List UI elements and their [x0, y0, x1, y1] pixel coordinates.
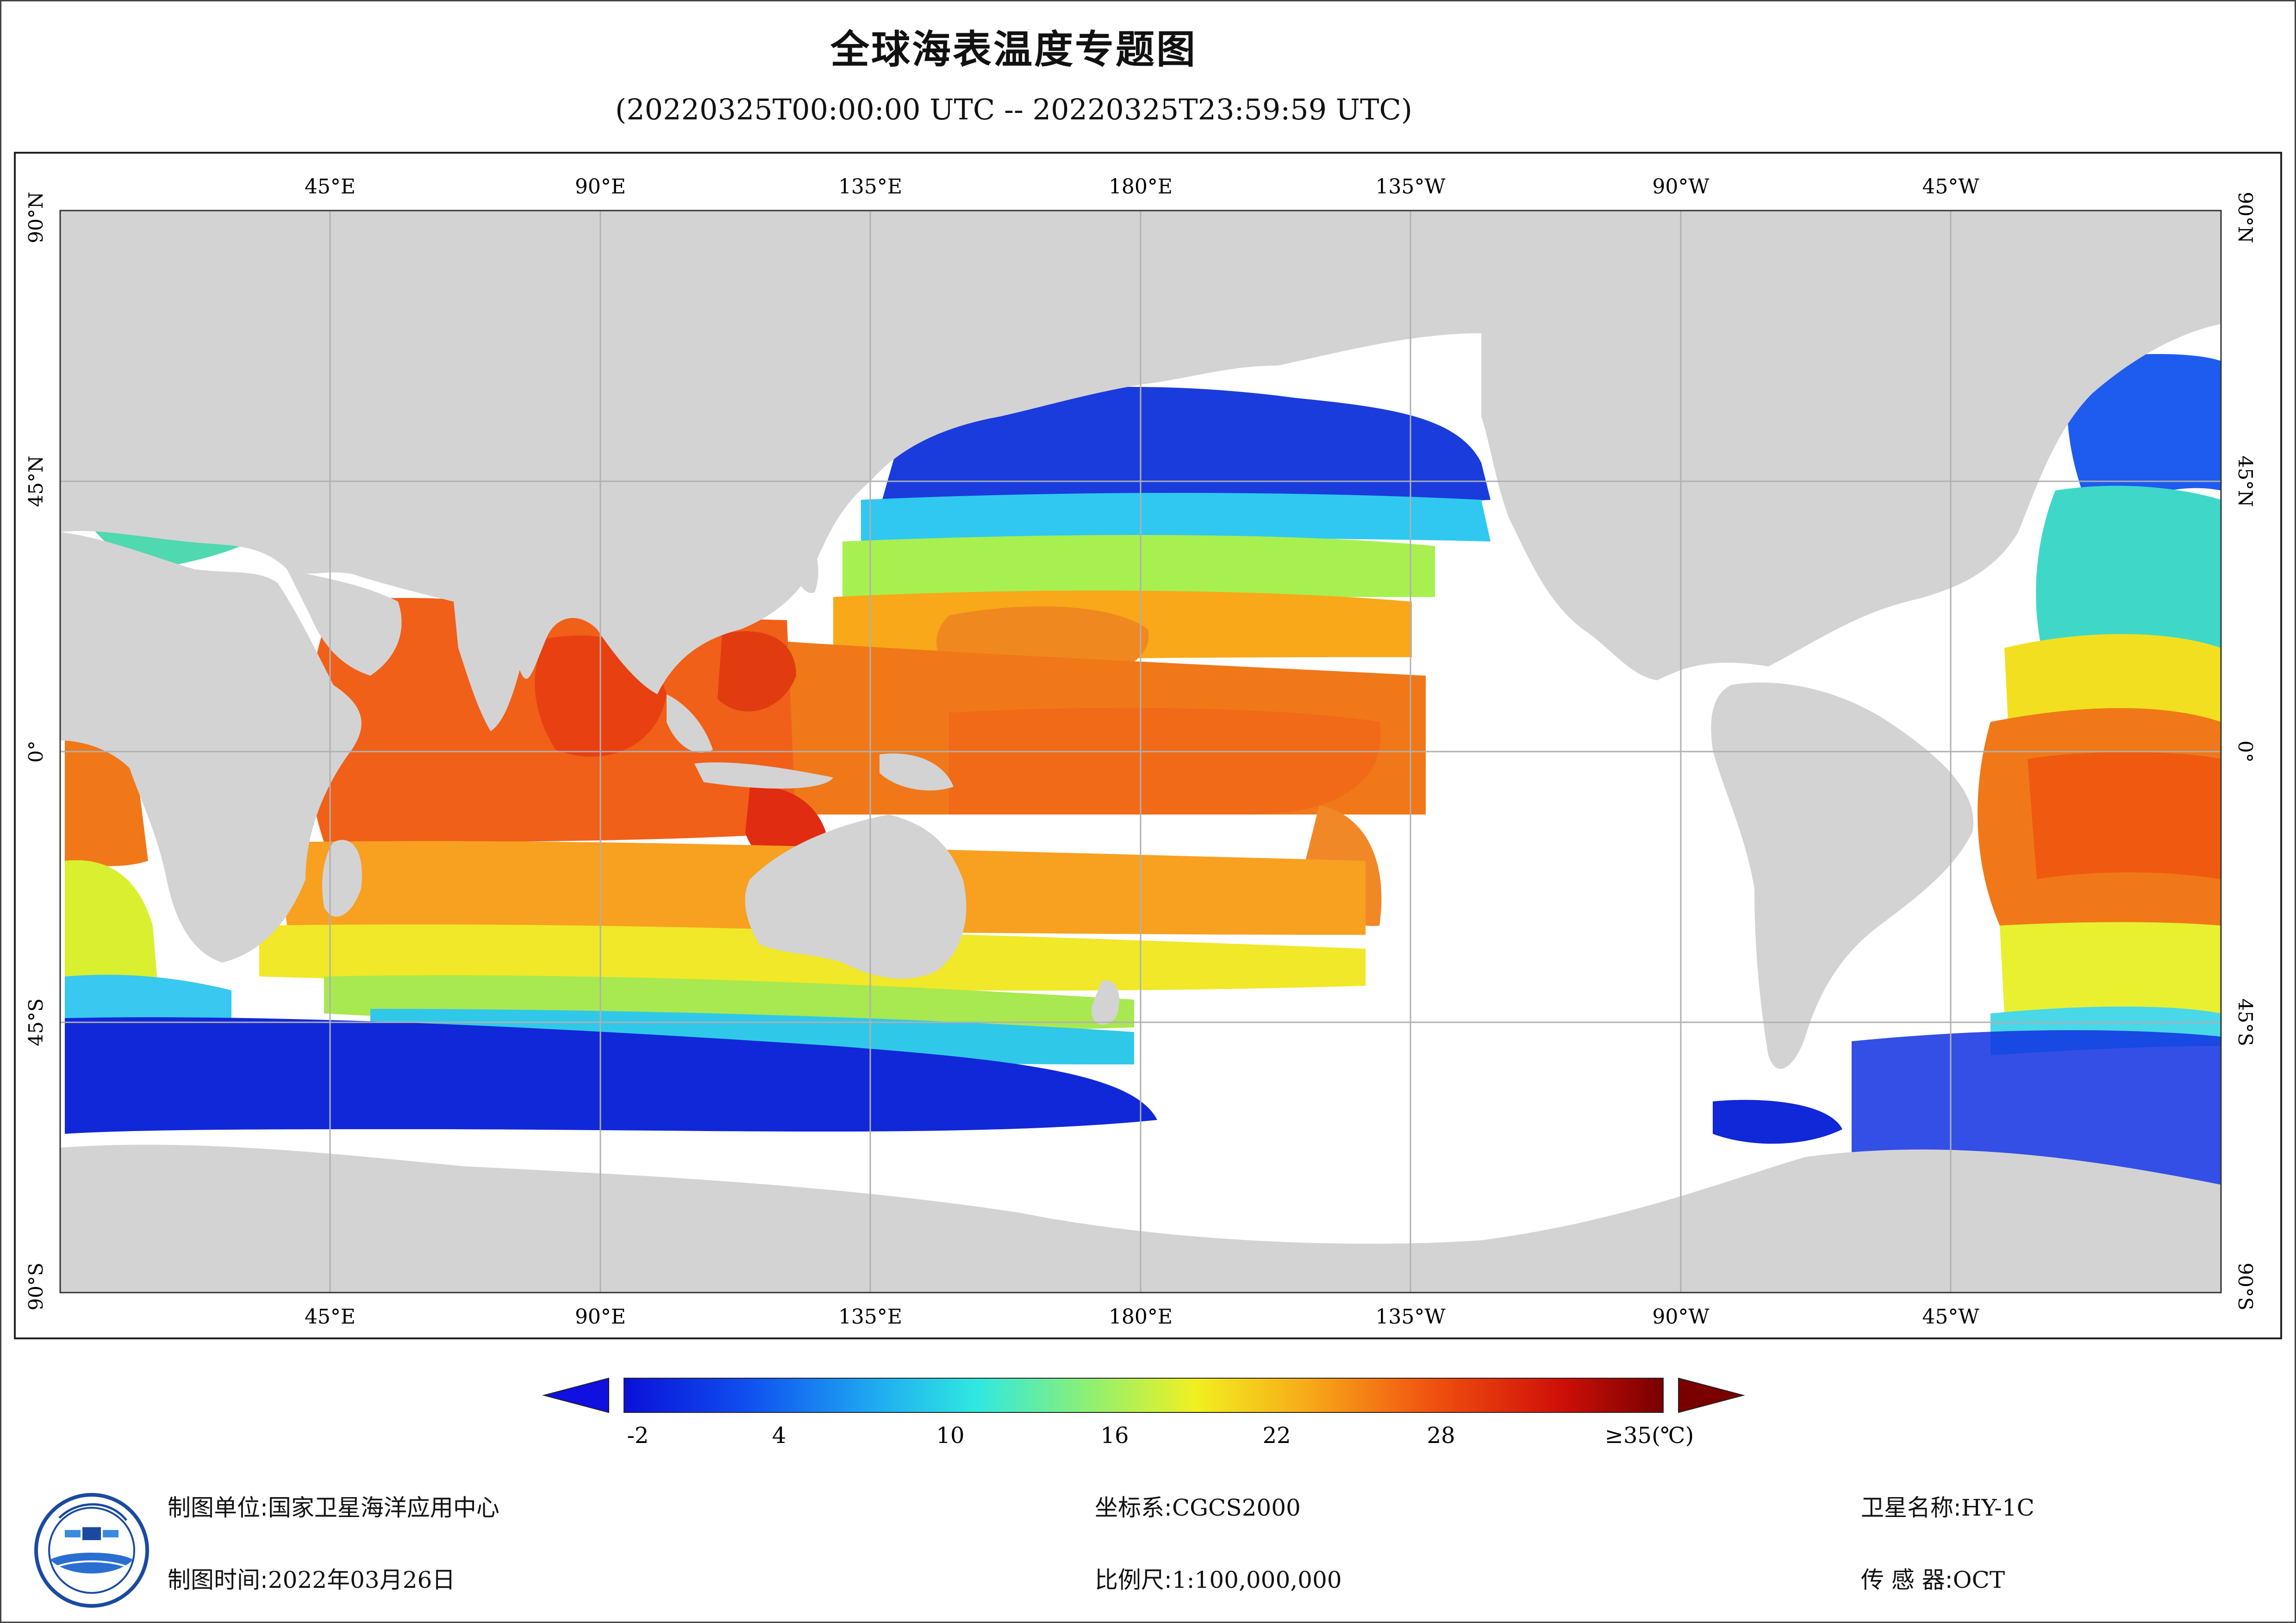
map-title: 全球海表温度专题图 [830, 27, 1197, 72]
lat-label: 45°N [25, 455, 47, 507]
land-new-guinea [880, 753, 954, 791]
lon-label: 45°W [1922, 175, 1979, 199]
lon-label: 180°E [1109, 1305, 1173, 1329]
top-lon-labels: 45°E 90°E 135°E 180°E 135°W 90°W 45°W [305, 175, 1979, 199]
land-greenland [1620, 245, 2129, 324]
sst-patch [2028, 752, 2221, 879]
sensor-name-label: 传 感 器: [1861, 1567, 1953, 1593]
bottom-lon-labels: 45°E 90°E 135°E 180°E 135°W 90°W 45°W [305, 1305, 1979, 1329]
mapping-date: 制图时间:2022年03月26日 [168, 1561, 455, 1595]
coordinate-system-label: 坐标系: [1095, 1494, 1172, 1521]
sst-patch [949, 708, 1381, 815]
map-scale: 比例尺:1:100,000,000 [1095, 1561, 1342, 1595]
sensor-name: 传 感 器:OCT [1861, 1561, 2005, 1595]
lon-label: 90°W [1652, 175, 1710, 199]
lat-label: 0° [25, 740, 47, 763]
sensor-name-value: OCT [1953, 1567, 2005, 1593]
land-japan [795, 532, 818, 593]
sst-patch [2067, 354, 2221, 518]
coordinate-system: 坐标系:CGCS2000 [1095, 1489, 1301, 1523]
sst-patch [65, 975, 231, 1018]
lon-label: 90°E [575, 175, 626, 199]
sst-patch [65, 860, 157, 983]
sst-patch [2036, 485, 2221, 666]
nsoas-logo [34, 1493, 149, 1608]
right-lat-labels: 90°N 45°N 0° 45°S 90°S [2234, 192, 2257, 1310]
sst-patch [842, 535, 1435, 602]
sst-patch [65, 1017, 1157, 1134]
mapping-date-label: 制图时间: [168, 1567, 268, 1593]
lon-label: 135°W [1375, 1305, 1446, 1329]
lon-label: 135°E [838, 175, 902, 199]
land-north-america [1481, 211, 2221, 680]
graticule [60, 211, 2221, 1293]
lat-label: 0° [2234, 740, 2257, 763]
land-australia [745, 815, 967, 979]
map-scale-value: 1:100,000,000 [1172, 1567, 1342, 1593]
map-frame [14, 152, 2282, 1339]
land-indonesia [694, 762, 833, 789]
lon-label: 45°W [1922, 1305, 1979, 1329]
mapping-unit: 制图单位:国家卫星海洋应用中心 [168, 1489, 499, 1523]
sst-patch [861, 493, 1491, 546]
satellite-name-value: HY-1C [1961, 1494, 2034, 1521]
sst-map: 45°E 90°E 135°E 180°E 135°W 90°W 45°W 45… [14, 152, 2282, 1339]
lon-label: 90°W [1652, 1305, 1710, 1329]
land-south-america [1711, 682, 1974, 1069]
lon-label: 135°E [838, 1305, 902, 1329]
left-lat-labels: 90°N 45°N 0° 45°S 90°S [25, 192, 47, 1310]
lon-label: 90°E [575, 1305, 626, 1329]
mapping-date-value: 2022年03月26日 [268, 1567, 455, 1593]
sst-patch [1852, 1030, 2221, 1185]
map-scale-label: 比例尺: [1095, 1567, 1172, 1593]
land-malaysia [667, 694, 713, 753]
lat-label: 45°N [2234, 455, 2257, 507]
mapping-unit-label: 制图单位: [168, 1494, 268, 1521]
mapping-unit-value: 国家卫星海洋应用中心 [268, 1494, 499, 1521]
satellite-name-label: 卫星名称: [1861, 1494, 1961, 1521]
satellite-name: 卫星名称:HY-1C [1861, 1489, 2034, 1523]
lat-label: 45°S [25, 998, 47, 1046]
sst-patch [259, 924, 1366, 991]
coordinate-system-value: CGCS2000 [1172, 1494, 1301, 1521]
land-eurasia [60, 211, 1481, 694]
lat-label: 45°S [2234, 998, 2257, 1046]
lon-label: 180°E [1109, 175, 1173, 199]
lon-label: 45°E [305, 175, 356, 199]
land-india [454, 602, 523, 731]
lat-label: 90°N [25, 192, 47, 243]
land-africa [60, 532, 362, 963]
map-inner-border [59, 210, 2222, 1293]
land-caribbean [1639, 586, 1731, 616]
map-subtitle: (20220325T00:00:00 UTC -- 20220325T23:59… [615, 93, 1412, 126]
land-madagascar [322, 839, 362, 917]
land-arabia [287, 569, 402, 676]
lon-label: 135°W [1375, 175, 1446, 199]
land-new-zealand [1092, 980, 1120, 1025]
sst-patch [1713, 1100, 1842, 1144]
sst-patch [2000, 922, 2221, 1014]
sst-patch [718, 631, 796, 712]
sst-patch [880, 387, 1491, 509]
lat-label: 90°S [25, 1262, 47, 1310]
lat-label: 90°N [2234, 192, 2257, 243]
lon-label: 45°E [305, 1305, 356, 1329]
lat-label: 90°S [2234, 1262, 2257, 1310]
